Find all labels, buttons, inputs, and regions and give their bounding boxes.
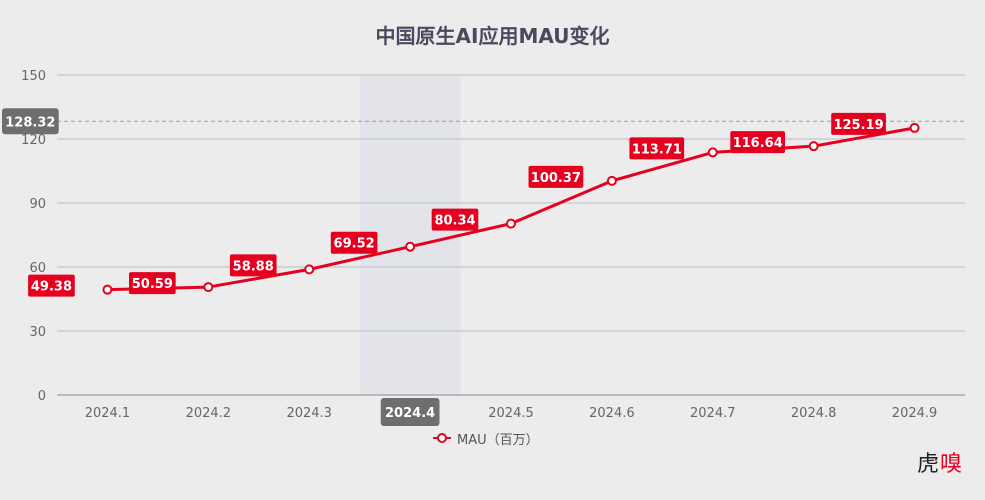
- data-label-bg: [431, 208, 479, 231]
- legend-line-marker-icon: [433, 432, 451, 444]
- data-point[interactable]: [102, 284, 113, 295]
- data-point[interactable]: [304, 264, 315, 275]
- data-label: 113.71: [632, 142, 682, 157]
- y-tick-label: 120: [21, 133, 46, 148]
- data-point[interactable]: [707, 147, 718, 158]
- x-tick-label: 2024.7: [690, 406, 736, 421]
- data-point[interactable]: [606, 175, 617, 186]
- x-tick-label: 2024.6: [589, 406, 635, 421]
- y-tick-label: 90: [29, 197, 46, 212]
- data-label: 80.34: [434, 214, 475, 229]
- data-label: 125.19: [833, 118, 883, 133]
- x-tick-label: 2024.8: [791, 406, 837, 421]
- y-axis-pointer-label: 128.32: [5, 115, 55, 130]
- data-point[interactable]: [506, 218, 516, 229]
- x-tick-label: 2024.4: [385, 406, 435, 421]
- x-axis-pointer-label-bg: [380, 398, 440, 426]
- data-label: 49.38: [31, 280, 72, 295]
- data-point[interactable]: [909, 122, 920, 133]
- data-label: 50.59: [132, 277, 173, 292]
- data-label: 100.37: [531, 171, 581, 186]
- x-tick-label: 2024.2: [186, 406, 232, 421]
- data-label-bg: [129, 272, 176, 295]
- data-label-bg: [229, 254, 277, 277]
- legend[interactable]: MAU（百万）: [433, 428, 539, 448]
- y-tick-label: 30: [29, 325, 46, 340]
- data-label: 116.64: [733, 136, 783, 151]
- y-tick-label: 0: [38, 389, 46, 404]
- x-tick-label: 2024.3: [286, 406, 332, 421]
- data-label: 58.88: [233, 259, 274, 274]
- x-tick-label: 2024.5: [488, 406, 534, 421]
- data-label-bg: [629, 137, 685, 160]
- data-point[interactable]: [808, 141, 819, 152]
- huxiu-logo: 虎嗅: [916, 452, 963, 477]
- series-line[interactable]: [107, 126, 915, 292]
- y-axis-pointer-label-bg: [2, 108, 59, 135]
- x-tick-label: 2024.1: [85, 406, 131, 421]
- data-label-bg: [730, 131, 786, 154]
- data-label: 69.52: [334, 237, 375, 252]
- x-tick-label: 2024.9: [892, 406, 938, 421]
- y-tick-label: 60: [29, 261, 46, 276]
- legend-label: MAU（百万）: [457, 432, 539, 448]
- chart-title: 中国原生AI应用MAU变化: [375, 24, 610, 48]
- data-label-bg: [330, 231, 378, 254]
- data-point[interactable]: [203, 282, 214, 293]
- data-label-bg: [28, 274, 75, 297]
- data-label-bg: [528, 165, 584, 188]
- data-label-bg: [831, 112, 886, 135]
- y-tick-label: 150: [21, 69, 46, 84]
- data-point[interactable]: [405, 241, 416, 252]
